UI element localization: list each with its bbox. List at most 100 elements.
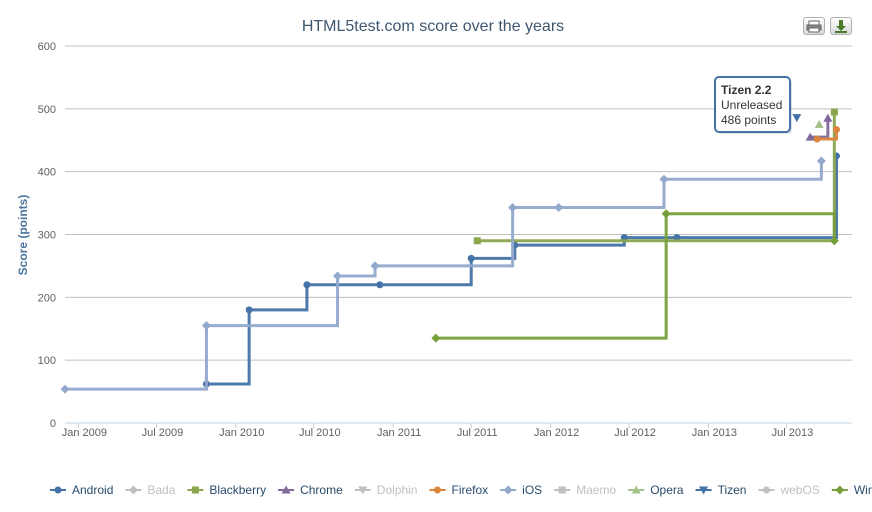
legend-label: Chrome: [300, 483, 343, 497]
series-opera: [814, 120, 824, 129]
download-button[interactable]: [830, 17, 852, 35]
x-tick-label: Jul 2011: [457, 427, 498, 439]
data-point-windows[interactable]: [431, 333, 441, 343]
legend-marker-blackberry: [191, 486, 199, 494]
tooltip-line1: Unreleased: [721, 98, 782, 112]
y-tick-label: 500: [38, 104, 56, 116]
data-point-android[interactable]: [467, 254, 475, 262]
series-line-android: [206, 155, 838, 386]
series-ios: [60, 156, 826, 394]
x-axis: Jan 2009 Jul 2009 Jan 2010 Jul 2010 Jan 2011…: [62, 422, 852, 439]
legend-marker-opera: [631, 485, 641, 494]
y-tick-label: 200: [38, 292, 56, 304]
data-point-chrome[interactable]: [823, 113, 833, 122]
chart-title: HTML5test.com score over the years: [302, 18, 564, 35]
legend-item-opera[interactable]: Opera: [628, 483, 684, 497]
series-line-windows: [435, 212, 836, 340]
data-point-ios[interactable]: [201, 321, 211, 331]
tooltip-box: [714, 76, 791, 133]
legend-label: Firefox: [451, 483, 488, 497]
data-point-ios[interactable]: [333, 271, 343, 281]
data-point-tizen[interactable]: [792, 114, 802, 123]
series-tizen: [792, 114, 802, 123]
legend-label: Tizen: [718, 483, 747, 497]
legend-item-android[interactable]: Android: [50, 483, 113, 497]
legend-label: Windows: [854, 483, 872, 497]
legend: Android Bada Blackberry Chrome Dolphin Firefo…: [50, 483, 872, 497]
legend-label: Maemo: [576, 483, 616, 497]
legend-marker-dolphin: [358, 486, 368, 495]
legend-marker-tizen: [699, 486, 709, 495]
legend-marker-maemo: [558, 486, 566, 494]
download-icon: [835, 20, 847, 33]
data-point-windows[interactable]: [829, 236, 839, 246]
tooltip-line2: 486 points: [721, 113, 776, 127]
tooltip-title: Tizen 2.2: [721, 83, 772, 97]
x-tick-label: Jan 2009: [62, 427, 107, 439]
series-windows: [431, 209, 839, 343]
data-point-ios[interactable]: [816, 156, 826, 166]
y-tick-label: 400: [38, 167, 56, 179]
legend-item-bada[interactable]: Bada: [125, 483, 176, 497]
x-tick-label: Jan 2013: [692, 427, 737, 439]
y-tick-label: 0: [50, 418, 56, 430]
data-point-windows[interactable]: [661, 209, 671, 219]
legend-label: Android: [72, 483, 113, 497]
legend-marker-android: [54, 486, 62, 494]
legend-label: Bada: [147, 483, 175, 497]
data-point-opera[interactable]: [814, 120, 824, 129]
data-point-firefox[interactable]: [813, 135, 821, 143]
data-point-ios[interactable]: [370, 261, 380, 271]
grid: [65, 45, 852, 424]
legend-marker-webos: [762, 486, 770, 494]
data-point-chrome[interactable]: [805, 132, 815, 141]
legend-item-windows[interactable]: Windows: [831, 483, 872, 497]
data-point-blackberry[interactable]: [830, 108, 838, 116]
data-point-android[interactable]: [376, 281, 384, 289]
series-android: [202, 152, 840, 388]
y-axis: 0 100 200 300 400 500 600: [38, 41, 56, 430]
legend-item-dolphin[interactable]: Dolphin: [354, 483, 418, 497]
legend-item-chrome[interactable]: Chrome: [278, 483, 343, 497]
data-point-ios[interactable]: [508, 202, 518, 212]
legend-label: Opera: [650, 483, 684, 497]
x-tick-label: Jul 2013: [772, 427, 814, 439]
x-tick-label: Jul 2009: [142, 427, 184, 439]
x-tick-label: Jan 2011: [377, 427, 421, 439]
legend-marker-chrome: [281, 485, 291, 494]
y-tick-label: 100: [38, 355, 56, 367]
legend-item-webos[interactable]: webOS: [758, 483, 820, 497]
series-firefox: [813, 126, 840, 143]
data-point-blackberry[interactable]: [473, 237, 481, 245]
data-point-ios[interactable]: [554, 202, 564, 212]
data-point-android[interactable]: [245, 306, 253, 314]
x-tick-label: Jul 2012: [614, 427, 656, 439]
legend-label: Blackberry: [209, 483, 266, 497]
series: [60, 108, 840, 394]
legend-marker-ios: [503, 485, 513, 495]
legend-item-ios[interactable]: iOS: [500, 483, 542, 497]
x-tick-label: Jul 2010: [299, 427, 341, 439]
y-tick-label: 600: [38, 41, 56, 53]
legend-item-firefox[interactable]: Firefox: [429, 483, 488, 497]
legend-label: Dolphin: [377, 483, 418, 497]
legend-marker-bada: [128, 485, 138, 495]
print-button[interactable]: [803, 17, 825, 35]
series-line-ios: [65, 160, 823, 391]
data-point-firefox[interactable]: [832, 126, 840, 134]
legend-item-tizen[interactable]: Tizen: [695, 483, 747, 497]
legend-item-blackberry[interactable]: Blackberry: [187, 483, 266, 497]
legend-marker-firefox: [433, 486, 441, 494]
y-tick-label: 300: [38, 230, 56, 242]
y-axis-title: Score (points): [16, 195, 30, 276]
legend-marker-windows: [835, 485, 845, 495]
print-icon: [806, 20, 822, 33]
x-tick-label: Jan 2012: [534, 427, 579, 439]
data-point-ios[interactable]: [60, 384, 70, 394]
legend-item-maemo[interactable]: Maemo: [554, 483, 617, 497]
data-point-ios[interactable]: [659, 174, 669, 184]
legend-label: iOS: [522, 483, 542, 497]
data-point-android[interactable]: [303, 281, 311, 289]
